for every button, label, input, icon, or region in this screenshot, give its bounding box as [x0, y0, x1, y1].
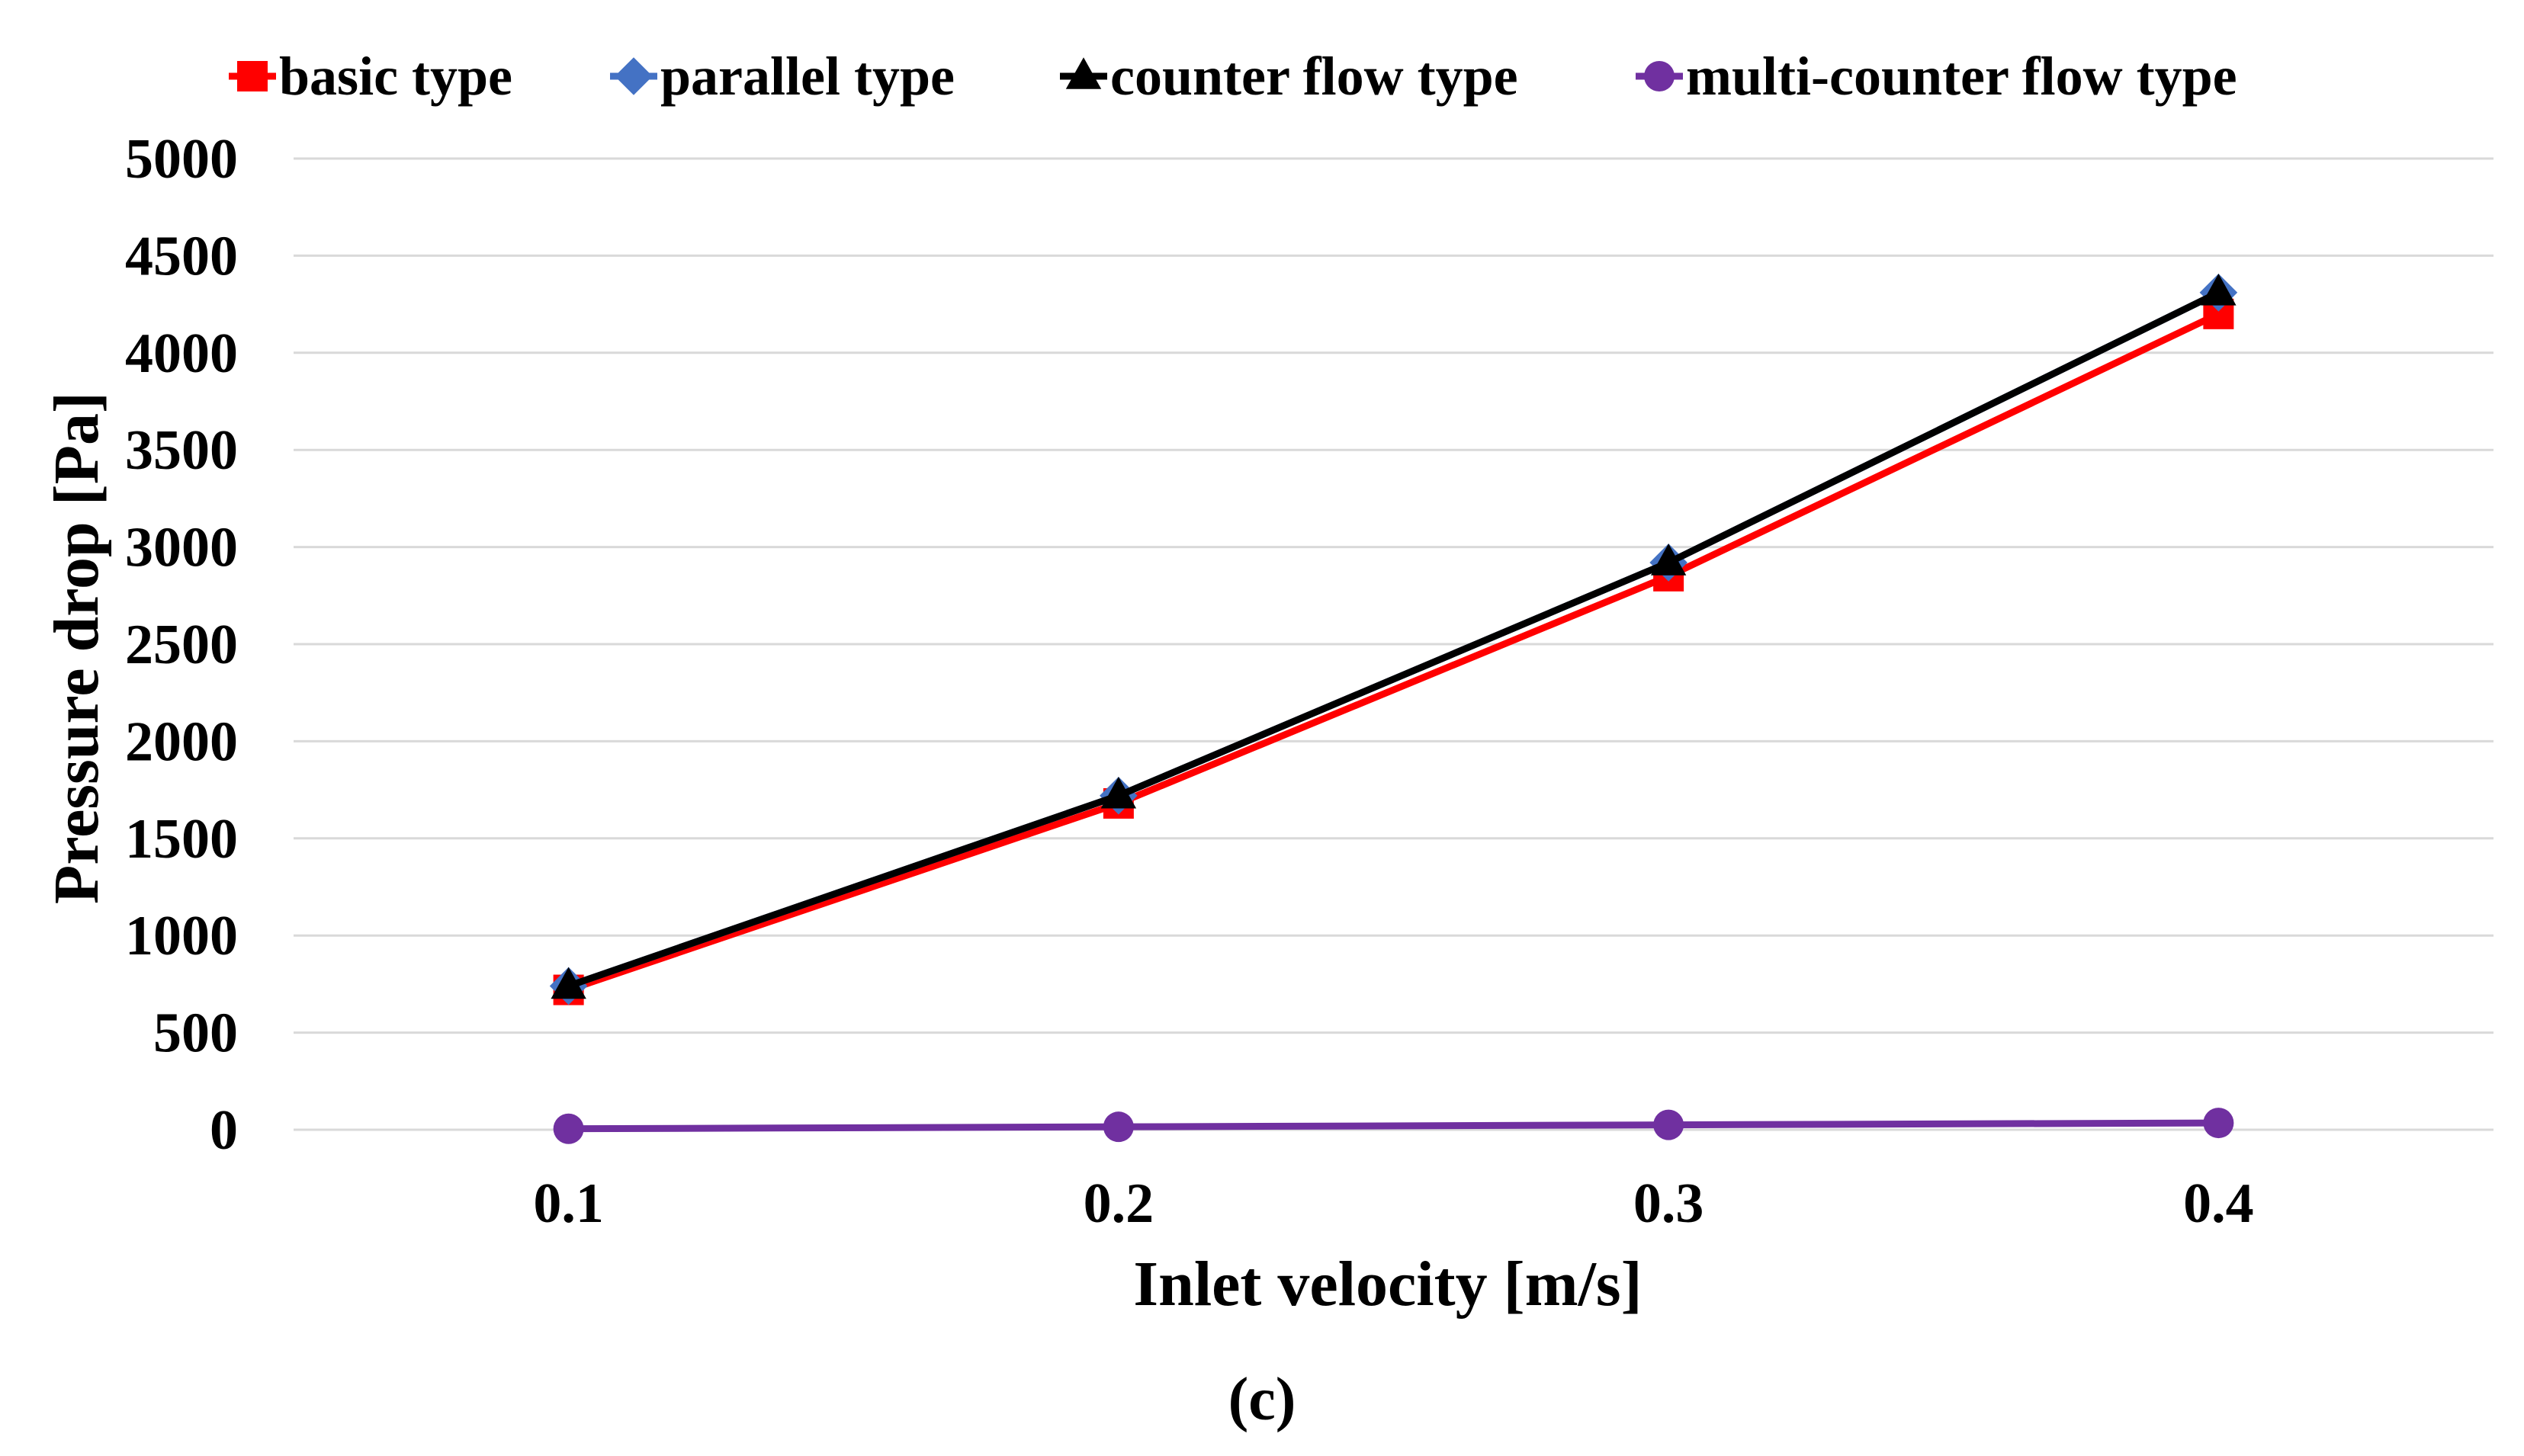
y-tick-label: 1000	[125, 905, 238, 967]
y-tick-label: 4000	[125, 322, 238, 385]
x-tick-label: 0.2	[1084, 1172, 1154, 1235]
series-line-parallel-type	[565, 289, 2222, 989]
data-point-counter-flow-type-0.3	[1650, 544, 1687, 576]
y-tick-label: 2000	[125, 710, 238, 773]
legend-marker-triangle	[1065, 57, 1102, 89]
y-tick-label: 3000	[125, 517, 238, 579]
gridlines	[294, 157, 2493, 1131]
y-tick-label: 1500	[125, 808, 238, 871]
data-point-multi-counter-flow-type-0.3	[1653, 1109, 1684, 1140]
x-tick-label: 0.4	[2183, 1172, 2254, 1235]
legend-label: basic type	[279, 46, 512, 107]
series-line-counter-flow-type	[565, 289, 2222, 989]
legend-item-parallel-type: parallel type	[610, 46, 955, 107]
legend: basic type parallel type counter flow type…	[229, 46, 2237, 107]
legend-marker-diamond	[615, 57, 653, 95]
y-tick-label: 2500	[125, 614, 238, 676]
y-tick-labels: 0 500 1000 1500 2000 2500 3000 3500 4000 4500 5000	[125, 128, 238, 1162]
x-axis-title: Inlet velocity [m/s]	[1133, 1249, 1642, 1320]
legend-label: counter flow type	[1110, 46, 1518, 107]
y-tick-label: 3500	[125, 419, 238, 482]
legend-label: multi-counter flow type	[1686, 46, 2237, 107]
legend-item-basic-type: basic type	[229, 46, 512, 107]
y-tick-label: 4500	[125, 225, 238, 287]
series-multi-counter-flow-type	[553, 1108, 2234, 1144]
data-series	[549, 274, 2238, 1144]
y-tick-label: 5000	[125, 128, 238, 191]
data-point-counter-flow-type-0.1	[551, 967, 586, 999]
data-point-counter-flow-type-0.2	[1100, 776, 1137, 809]
x-tick-labels: 0.1 0.2 0.3 0.4	[533, 1172, 2253, 1235]
series-counter-flow-type	[551, 274, 2237, 999]
series-basic-type	[553, 298, 2234, 1005]
legend-marker-circle	[1644, 61, 1675, 91]
figure-caption: (c)	[1228, 1366, 1296, 1433]
data-point-counter-flow-type-0.4	[2201, 274, 2237, 306]
y-tick-label: 500	[153, 1002, 238, 1065]
legend-item-counter-flow-type: counter flow type	[1060, 46, 1518, 107]
data-point-multi-counter-flow-type-0.1	[553, 1113, 584, 1144]
data-point-multi-counter-flow-type-0.4	[2203, 1108, 2234, 1139]
series-line-multi-counter-flow-type	[565, 1119, 2222, 1133]
series-parallel-type	[549, 274, 2238, 1005]
x-tick-label: 0.3	[1633, 1172, 1704, 1235]
data-point-multi-counter-flow-type-0.2	[1103, 1111, 1134, 1143]
series-line-basic-type	[565, 310, 2222, 994]
x-tick-label: 0.1	[533, 1172, 604, 1235]
legend-label: parallel type	[660, 46, 955, 107]
y-tick-label: 0	[210, 1099, 238, 1162]
legend-item-multi-counter-flow-type: multi-counter flow type	[1636, 46, 2237, 107]
y-axis-title: Pressure drop [Pa]	[41, 392, 112, 904]
legend-marker-square	[237, 61, 268, 91]
